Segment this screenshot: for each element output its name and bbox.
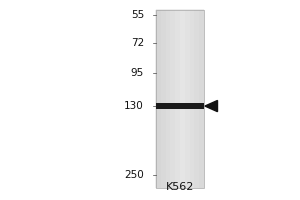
Bar <box>156 103 204 109</box>
Bar <box>156 10 204 188</box>
Polygon shape <box>205 100 217 112</box>
Bar <box>156 10 161 188</box>
Bar <box>170 10 175 188</box>
Bar <box>185 10 190 188</box>
Bar <box>161 10 166 188</box>
Bar <box>199 10 204 188</box>
Text: 250: 250 <box>124 170 144 180</box>
Bar <box>190 10 194 188</box>
Text: 72: 72 <box>131 38 144 48</box>
Bar <box>175 10 180 188</box>
Bar <box>166 10 170 188</box>
Text: 130: 130 <box>124 101 144 111</box>
Bar <box>156 10 204 188</box>
Text: 55: 55 <box>131 10 144 20</box>
Text: K562: K562 <box>166 182 194 192</box>
Bar <box>180 10 185 188</box>
Bar <box>194 10 199 188</box>
Text: 95: 95 <box>131 68 144 78</box>
